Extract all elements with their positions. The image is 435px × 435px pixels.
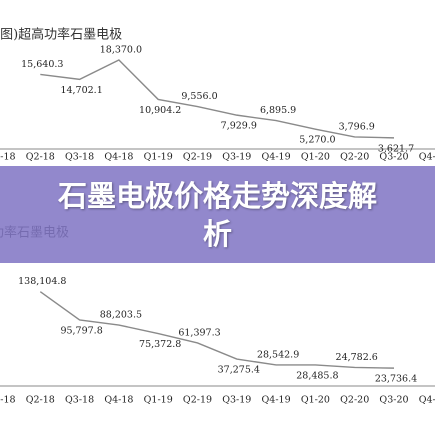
data-label: 15,640.3: [21, 59, 63, 70]
x-tick-label: Q4-19: [262, 152, 291, 163]
line: [39, 291, 395, 369]
x-tick-label: Q3-19: [222, 152, 251, 163]
data-label: 6,895.9: [260, 105, 296, 116]
data-label: 3,621.7: [378, 143, 414, 154]
data-label: 138,104.8: [18, 276, 66, 287]
x-tick-label: Q4-20: [419, 395, 435, 406]
data-label: 5,270.0: [299, 135, 335, 146]
data-label: 28,542.9: [257, 349, 299, 360]
x-tick-label: Q4-18: [104, 395, 133, 406]
x-tick-label: Q2-18: [26, 152, 55, 163]
data-label: 3,796.9: [339, 121, 375, 132]
x-tick-label: Q3-18: [65, 152, 94, 163]
data-label: 7,929.9: [221, 121, 257, 132]
x-tick-label: Q3-20: [379, 152, 408, 163]
x-tick-label: Q1-18: [0, 395, 16, 406]
data-label: 24,782.6: [336, 352, 378, 363]
x-tick-label: Q1-20: [301, 395, 330, 406]
data-label: 61,397.3: [178, 327, 220, 338]
x-tick-label: Q3-19: [222, 395, 251, 406]
data-label: 14,702.1: [60, 85, 102, 96]
x-tick-label: Q2-20: [340, 152, 369, 163]
x-tick-label: Q1-19: [144, 152, 173, 163]
data-label: 28,485.8: [296, 370, 338, 381]
x-tick-label: Q2-19: [183, 395, 212, 406]
x-tick-label: Q3-20: [379, 395, 408, 406]
data-label: 10,904.2: [139, 105, 181, 116]
chart-title: (图)超高功率石墨电极: [0, 27, 122, 43]
data-label: 75,372.8: [139, 339, 181, 350]
x-tick-label: Q2-19: [183, 152, 212, 163]
data-label: 95,797.8: [60, 325, 102, 336]
banner: 石墨电极价格走势深度解析: [0, 166, 435, 263]
x-tick-label: Q2-18: [26, 395, 55, 406]
x-tick-label: Q3-18: [65, 395, 94, 406]
line: [40, 59, 395, 139]
x-tick-label: Q1-18: [0, 152, 16, 163]
banner-title: 石墨电极价格走势深度解析: [57, 178, 377, 251]
data-label: 37,275.4: [218, 365, 260, 376]
data-label: 18,370.0: [100, 45, 142, 56]
x-tick-label: Q1-20: [301, 152, 330, 163]
x-tick-label: Q4-18: [104, 152, 133, 163]
data-label: 88,203.5: [100, 310, 142, 321]
x-tick-label: Q1-19: [144, 395, 173, 406]
data-label: 9,556.0: [181, 91, 217, 102]
x-tick-label: Q4-19: [262, 395, 291, 406]
x-tick-label: Q2-20: [340, 395, 369, 406]
data-label: 23,736.4: [375, 374, 417, 385]
x-tick-label: Q4-20: [419, 152, 435, 163]
